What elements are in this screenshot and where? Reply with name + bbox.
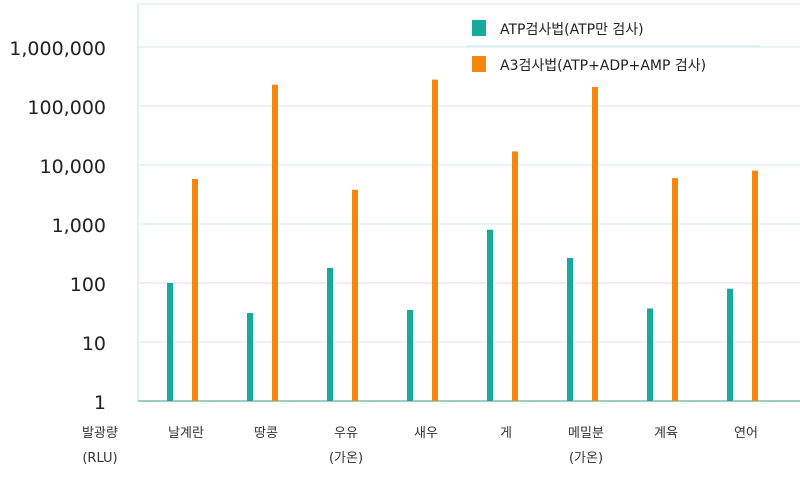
x-tick-label: (가온) (329, 451, 363, 466)
bar-atp (647, 308, 653, 401)
x-tick-label: 게 (500, 426, 512, 441)
bar-a3 (432, 79, 438, 401)
y-tick-label: 100,000 (27, 97, 106, 119)
y-axis-label: 발광량 (82, 426, 118, 441)
legend-swatch (472, 20, 486, 36)
bar-atp (167, 283, 173, 401)
x-tick-label: (가온) (569, 451, 603, 466)
x-tick-label: 우유 (334, 426, 358, 441)
bar-a3 (672, 178, 678, 401)
bar-a3 (512, 151, 518, 401)
y-tick-label: 10 (82, 333, 106, 355)
y-tick-label: 1 (94, 392, 106, 414)
bar-atp (327, 267, 333, 401)
bar-a3 (272, 84, 278, 402)
x-tick-label: 연어 (734, 426, 758, 441)
y-axis-label: (RLU) (82, 451, 117, 466)
bar-a3 (592, 86, 598, 401)
y-tick-label: 100 (70, 274, 106, 296)
legend-label: A3검사법(ATP+ADP+AMP 검사) (500, 58, 706, 74)
legend-swatch (472, 56, 486, 72)
bar-a3 (192, 178, 198, 401)
x-tick-label: 새우 (414, 426, 438, 441)
y-tick-label: 1,000,000 (9, 38, 106, 60)
legend-label: ATP검사법(ATP만 검사) (500, 22, 644, 38)
x-tick-label: 날계란 (168, 426, 204, 441)
bar-atp (247, 313, 253, 401)
bar-atp (487, 229, 493, 401)
y-tick-label: 1,000 (52, 215, 106, 237)
bar-atp (727, 288, 733, 401)
bar-atp (407, 309, 413, 401)
bar-atp (567, 258, 573, 401)
x-tick-label: 메밀분 (568, 426, 604, 441)
y-tick-label: 10,000 (40, 156, 106, 178)
bar-a3 (752, 170, 758, 401)
bar-a3 (352, 189, 358, 401)
x-tick-label: 계육 (654, 426, 678, 441)
x-tick-label: 땅콩 (254, 426, 278, 441)
